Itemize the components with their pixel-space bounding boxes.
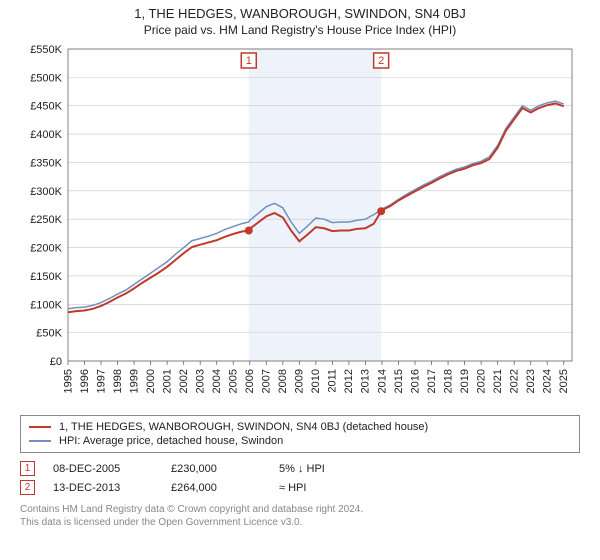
legend-label: HPI: Average price, detached house, Swin… xyxy=(59,435,283,447)
legend-label: 1, THE HEDGES, WANBOROUGH, SWINDON, SN4 … xyxy=(59,421,428,433)
sale-marker-dot xyxy=(245,227,253,235)
transaction-price: £230,000 xyxy=(171,463,261,475)
y-tick-label: £500K xyxy=(30,72,62,84)
transaction-diff: 5% ↓ HPI xyxy=(279,463,369,475)
legend-swatch xyxy=(29,426,51,428)
transaction-date: 08-DEC-2005 xyxy=(53,463,153,475)
legend-row: 1, THE HEDGES, WANBOROUGH, SWINDON, SN4 … xyxy=(29,420,571,434)
y-tick-label: £50K xyxy=(36,328,62,340)
legend: 1, THE HEDGES, WANBOROUGH, SWINDON, SN4 … xyxy=(20,415,580,453)
x-tick-label: 2021 xyxy=(492,369,504,393)
x-tick-label: 2002 xyxy=(178,369,190,393)
y-tick-label: £0 xyxy=(50,356,62,368)
chart-meta: 1, THE HEDGES, WANBOROUGH, SWINDON, SN4 … xyxy=(20,415,580,529)
x-tick-label: 2023 xyxy=(525,369,537,393)
y-tick-label: £400K xyxy=(30,129,62,141)
x-tick-label: 2022 xyxy=(508,369,520,393)
attribution: Contains HM Land Registry data © Crown c… xyxy=(20,503,580,529)
x-tick-label: 2005 xyxy=(228,369,240,393)
x-tick-label: 2017 xyxy=(426,369,438,393)
y-tick-label: £200K xyxy=(30,243,62,255)
x-tick-label: 2001 xyxy=(161,369,173,393)
transactions-table: 1 08-DEC-2005 £230,000 5% ↓ HPI 2 13-DEC-2013… xyxy=(20,459,580,497)
transaction-row: 2 13-DEC-2013 £264,000 ≈ HPI xyxy=(20,478,580,497)
x-tick-label: 2000 xyxy=(145,369,157,393)
x-tick-label: 2008 xyxy=(277,369,289,393)
x-tick-label: 2015 xyxy=(393,369,405,393)
x-tick-label: 1995 xyxy=(62,369,74,393)
x-tick-label: 1998 xyxy=(112,369,124,393)
transaction-price: £264,000 xyxy=(171,482,261,494)
x-tick-label: 2018 xyxy=(442,369,454,393)
legend-swatch xyxy=(29,440,51,442)
y-tick-label: £150K xyxy=(30,271,62,283)
transaction-date: 13-DEC-2013 xyxy=(53,482,153,494)
x-tick-label: 2003 xyxy=(194,369,206,393)
transaction-diff: ≈ HPI xyxy=(279,482,369,494)
y-tick-label: £550K xyxy=(30,44,62,56)
y-tick-label: £300K xyxy=(30,186,62,198)
transaction-marker: 1 xyxy=(20,461,35,476)
page: 1, THE HEDGES, WANBOROUGH, SWINDON, SN4 … xyxy=(0,0,600,560)
x-tick-label: 2007 xyxy=(261,369,273,393)
transaction-row: 1 08-DEC-2005 £230,000 5% ↓ HPI xyxy=(20,459,580,478)
x-tick-label: 2016 xyxy=(409,369,421,393)
x-tick-label: 2020 xyxy=(475,369,487,393)
y-tick-label: £100K xyxy=(30,299,62,311)
x-tick-label: 1997 xyxy=(95,369,107,393)
sale-marker-dot xyxy=(377,207,385,215)
x-tick-label: 2014 xyxy=(376,369,388,393)
x-tick-label: 1996 xyxy=(79,369,91,393)
y-tick-label: £350K xyxy=(30,157,62,169)
x-tick-label: 2019 xyxy=(459,369,471,393)
x-tick-label: 2012 xyxy=(343,369,355,393)
attribution-line1: Contains HM Land Registry data © Crown c… xyxy=(20,503,580,516)
chart-svg: £0 £50K £100K £150K £200K £250K £300K £350K £400… xyxy=(20,41,580,411)
page-title: 1, THE HEDGES, WANBOROUGH, SWINDON, SN4 … xyxy=(0,0,600,21)
y-tick-label: £450K xyxy=(30,101,62,113)
x-tick-label: 2024 xyxy=(542,369,554,393)
price-chart: £0 £50K £100K £150K £200K £250K £300K £350K £400… xyxy=(20,41,580,411)
x-tick-label: 2013 xyxy=(360,369,372,393)
marker-flag-label: 1 xyxy=(246,55,252,67)
marker-flag-label: 2 xyxy=(378,55,384,67)
x-tick-label: 2025 xyxy=(558,369,570,393)
transaction-marker: 2 xyxy=(20,480,35,495)
attribution-line2: This data is licensed under the Open Gov… xyxy=(20,516,580,529)
x-tick-label: 1999 xyxy=(128,369,140,393)
y-tick-label: £250K xyxy=(30,214,62,226)
x-tick-label: 2004 xyxy=(211,369,223,393)
x-tick-label: 2011 xyxy=(327,369,339,393)
page-subtitle: Price paid vs. HM Land Registry's House … xyxy=(0,21,600,41)
x-tick-label: 2010 xyxy=(310,369,322,393)
x-tick-label: 2009 xyxy=(294,369,306,393)
legend-row: HPI: Average price, detached house, Swin… xyxy=(29,434,571,448)
x-tick-label: 2006 xyxy=(244,369,256,393)
